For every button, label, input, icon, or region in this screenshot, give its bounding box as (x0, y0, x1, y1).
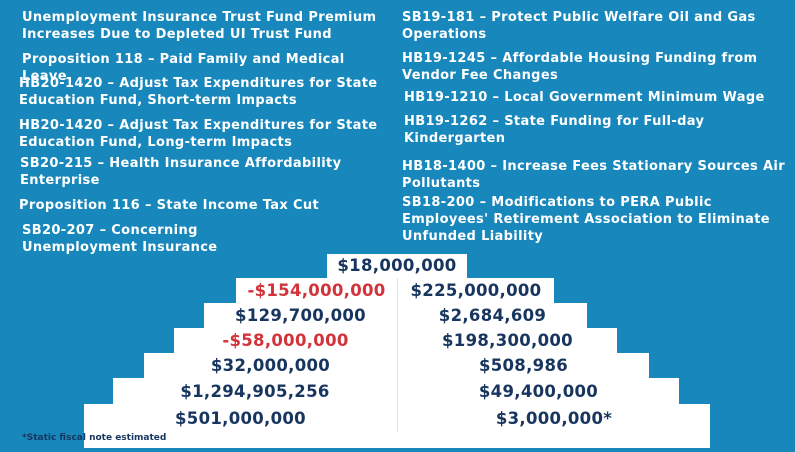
left-value: $1,294,905,256 (180, 382, 330, 401)
right-value: $49,400,000 (478, 382, 599, 401)
right-item: HB19-1210 – Local Government Minimum Wag… (404, 90, 765, 105)
right-item: SB19-181 – Protect Public Welfare Oil an… (402, 10, 756, 42)
right-value: $198,300,000 (442, 331, 573, 350)
left-value: $32,000,000 (210, 356, 331, 375)
left-item: Proposition 118 – Paid Family and Medica… (22, 52, 345, 84)
footnote: *Static fiscal note estimated (22, 433, 167, 443)
right-item: HB19-1245 – Affordable Housing Funding f… (402, 51, 758, 83)
pyramid-step (144, 353, 649, 379)
right-item: HB18-1400 – Increase Fees Stationary Sou… (402, 159, 786, 191)
left-item: HB20-1420 – Adjust Tax Expenditures for … (19, 118, 378, 150)
left-value: -$154,000,000 (247, 281, 386, 300)
right-value: $508,986 (478, 356, 569, 375)
right-value: $2,684,609 (438, 306, 547, 325)
bottom-border (0, 448, 795, 452)
right-value: $3,000,000* (495, 409, 613, 428)
left-item: SB20-215 – Health Insurance Affordabilit… (20, 156, 342, 188)
pyramid-step (327, 254, 467, 279)
top-value: $18,000,000 (337, 256, 457, 275)
pyramid-step (236, 278, 554, 304)
left-item: SB20-207 – Concerning Unemployment Insur… (22, 223, 218, 255)
pyramid-step (204, 303, 587, 329)
left-item: HB20-1420 – Adjust Tax Expenditures for … (19, 76, 378, 108)
pyramid-step (174, 328, 617, 354)
left-value: -$58,000,000 (222, 331, 349, 350)
left-value: $129,700,000 (235, 306, 366, 325)
center-divider (397, 278, 398, 432)
right-value: $225,000,000 (410, 281, 542, 300)
left-value: $501,000,000 (175, 409, 306, 428)
pyramid-step (113, 378, 679, 405)
left-item: Proposition 116 – State Income Tax Cut (19, 198, 320, 213)
left-item: Unemployment Insurance Trust Fund Premiu… (22, 10, 377, 42)
right-item: HB19-1262 – State Funding for Full-day K… (404, 114, 705, 146)
right-item: SB18-200 – Modifications to PERA Public … (402, 195, 770, 244)
